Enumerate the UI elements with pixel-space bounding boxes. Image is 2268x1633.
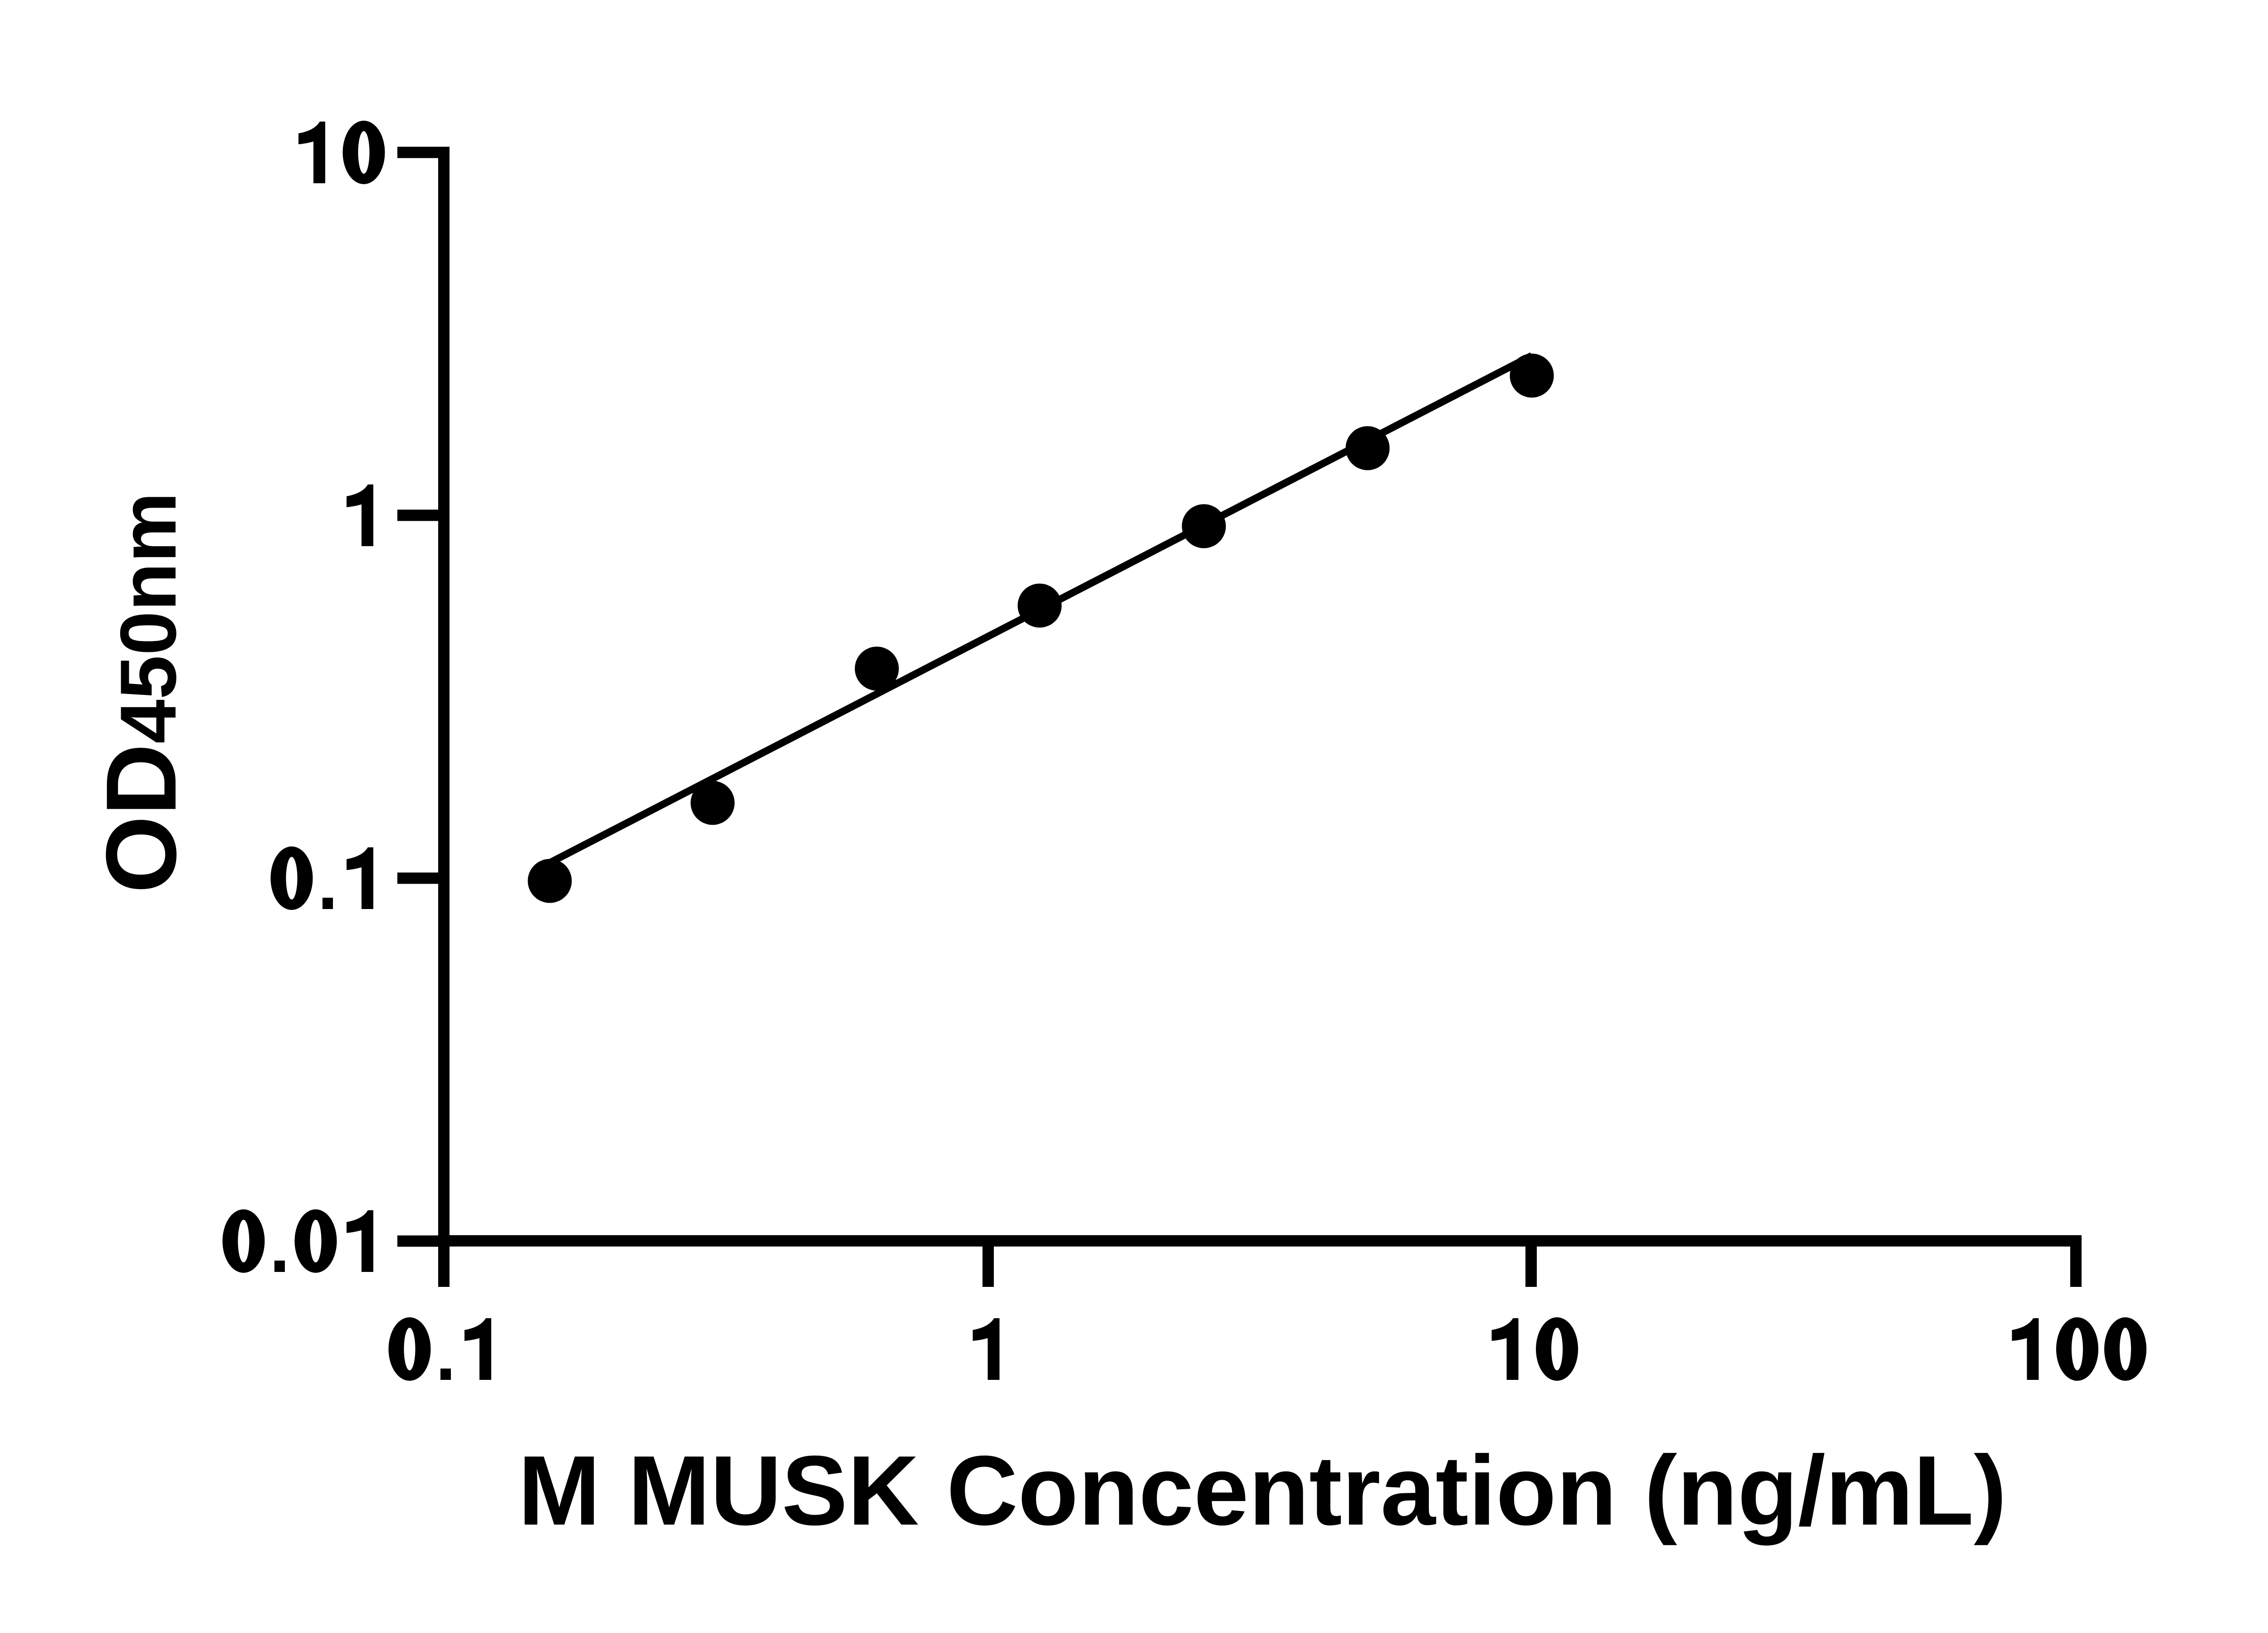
- svg-text:M MUSK Concentration (ng/mL): M MUSK Concentration (ng/mL): [518, 1436, 2007, 1546]
